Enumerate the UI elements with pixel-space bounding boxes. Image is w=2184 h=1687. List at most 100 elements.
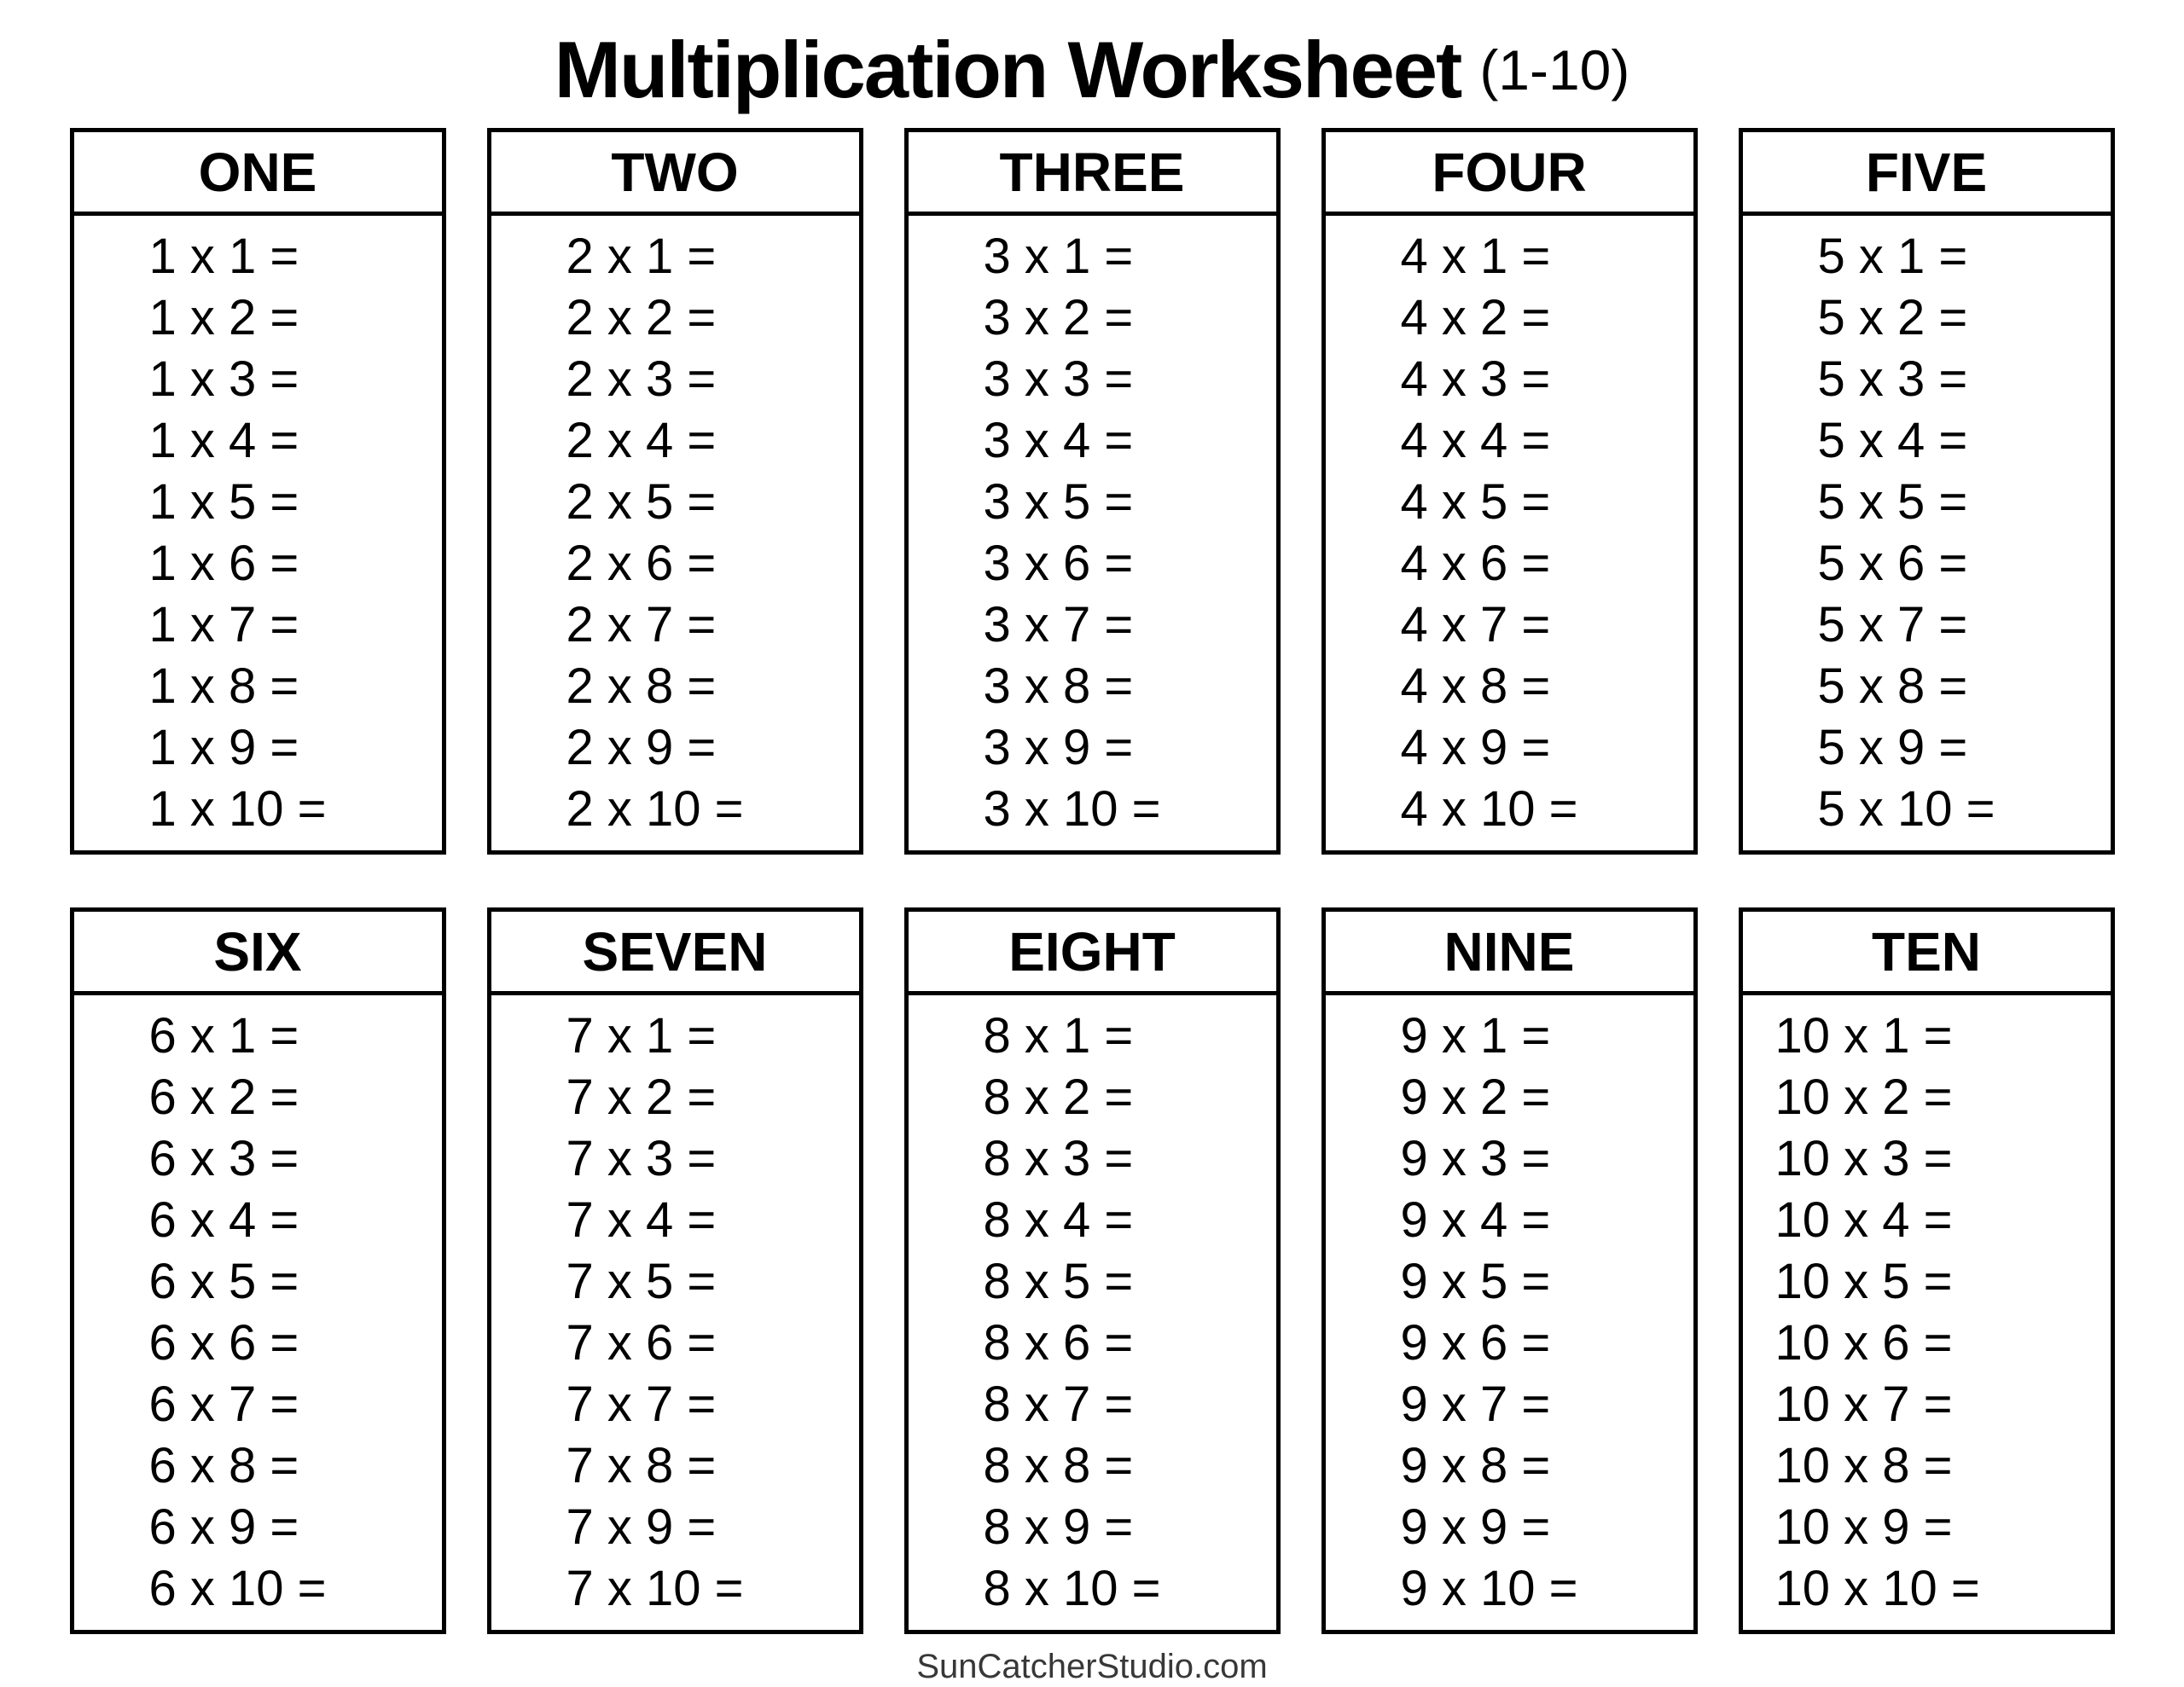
problem-row: 4 x 10 = bbox=[1400, 781, 1578, 837]
problem-row: 10 x 1 = bbox=[1774, 1008, 1953, 1064]
problem-row: 5 x 1 = bbox=[1817, 229, 1968, 284]
problem-row: 9 x 2 = bbox=[1400, 1070, 1551, 1125]
problem-row: 4 x 8 = bbox=[1400, 658, 1551, 714]
problem-row: 1 x 10 = bbox=[148, 781, 327, 837]
table-header-three: THREE bbox=[908, 132, 1276, 216]
table-box-nine: NINE 9 x 1 = 9 x 2 = 9 x 3 = 9 x 4 = 9 x 5 =… bbox=[1321, 907, 1698, 1634]
table-box-one: ONE 1 x 1 = 1 x 2 = 1 x 3 = 1 x 4 = 1 x 5 = 1… bbox=[69, 128, 446, 855]
problem-row: 5 x 2 = bbox=[1817, 290, 1968, 345]
problem-row: 8 x 5 = bbox=[983, 1254, 1134, 1309]
problem-row: 8 x 10 = bbox=[983, 1561, 1161, 1616]
problems-list-four: 4 x 1 = 4 x 2 = 4 x 3 = 4 x 4 = 4 x 5 = 4 x 6… bbox=[1326, 216, 1693, 850]
problem-row: 4 x 9 = bbox=[1400, 720, 1551, 775]
problem-row: 6 x 2 = bbox=[148, 1070, 299, 1125]
problem-row: 2 x 9 = bbox=[566, 720, 717, 775]
problem-row: 6 x 7 = bbox=[148, 1377, 299, 1432]
problem-row: 8 x 4 = bbox=[983, 1192, 1134, 1248]
problem-row: 1 x 1 = bbox=[148, 229, 299, 284]
table-box-ten: TEN 10 x 1 = 10 x 2 = 10 x 3 = 10 x 4 = 10 x… bbox=[1738, 907, 2115, 1634]
problem-row: 3 x 7 = bbox=[983, 597, 1134, 652]
problem-row: 4 x 1 = bbox=[1400, 229, 1551, 284]
table-header-eight: EIGHT bbox=[908, 912, 1276, 995]
table-box-seven: SEVEN 7 x 1 = 7 x 2 = 7 x 3 = 7 x 4 = 7 x 5 … bbox=[486, 907, 863, 1634]
problems-list-seven: 7 x 1 = 7 x 2 = 7 x 3 = 7 x 4 = 7 x 5 = 7 x 6… bbox=[491, 995, 859, 1630]
problems-list-ten: 10 x 1 = 10 x 2 = 10 x 3 = 10 x 4 = 10 x 5 =… bbox=[1743, 995, 2111, 1630]
table-box-four: FOUR 4 x 1 = 4 x 2 = 4 x 3 = 4 x 4 = 4 x 5 =… bbox=[1321, 128, 1698, 855]
tables-row-2: SIX 6 x 1 = 6 x 2 = 6 x 3 = 6 x 4 = 6 x 5 = 6… bbox=[0, 907, 2184, 1634]
footer-credit: SunCatcherStudio.com bbox=[916, 1648, 1268, 1685]
problem-row: 8 x 1 = bbox=[983, 1008, 1134, 1064]
problem-row: 1 x 6 = bbox=[148, 536, 299, 591]
problem-row: 2 x 5 = bbox=[566, 474, 717, 530]
problem-row: 2 x 8 = bbox=[566, 658, 717, 714]
page-title: Multiplication Worksheet (1-10) bbox=[0, 0, 2184, 128]
problem-row: 1 x 9 = bbox=[148, 720, 299, 775]
problem-row: 10 x 4 = bbox=[1774, 1192, 1953, 1248]
problem-row: 6 x 3 = bbox=[148, 1131, 299, 1186]
table-box-five: FIVE 5 x 1 = 5 x 2 = 5 x 3 = 5 x 4 = 5 x 5 =… bbox=[1738, 128, 2115, 855]
table-box-eight: EIGHT 8 x 1 = 8 x 2 = 8 x 3 = 8 x 4 = 8 x 5 … bbox=[903, 907, 1281, 1634]
problem-row: 9 x 9 = bbox=[1400, 1499, 1551, 1555]
problem-row: 3 x 6 = bbox=[983, 536, 1134, 591]
problem-row: 7 x 7 = bbox=[566, 1377, 717, 1432]
problem-row: 1 x 8 = bbox=[148, 658, 299, 714]
problem-row: 7 x 10 = bbox=[566, 1561, 744, 1616]
problem-row: 2 x 7 = bbox=[566, 597, 717, 652]
problem-row: 3 x 3 = bbox=[983, 351, 1134, 407]
table-header-four: FOUR bbox=[1325, 132, 1693, 216]
problem-row: 9 x 7 = bbox=[1400, 1377, 1551, 1432]
problems-list-three: 3 x 1 = 3 x 2 = 3 x 3 = 3 x 4 = 3 x 5 = 3 x 6… bbox=[909, 216, 1276, 850]
problem-row: 10 x 2 = bbox=[1774, 1070, 1953, 1125]
problem-row: 6 x 5 = bbox=[148, 1254, 299, 1309]
problem-row: 9 x 8 = bbox=[1400, 1438, 1551, 1493]
worksheet-title-range: (1-10) bbox=[1479, 38, 1630, 101]
problem-row: 5 x 10 = bbox=[1817, 781, 1995, 837]
problem-row: 5 x 4 = bbox=[1817, 413, 1968, 468]
problem-row: 9 x 10 = bbox=[1400, 1561, 1578, 1616]
problem-row: 9 x 3 = bbox=[1400, 1131, 1551, 1186]
table-header-ten: TEN bbox=[1742, 912, 2111, 995]
worksheet-title-text: Multiplication Worksheet bbox=[554, 25, 1463, 114]
tables-row-1: ONE 1 x 1 = 1 x 2 = 1 x 3 = 1 x 4 = 1 x 5 = 1… bbox=[0, 128, 2184, 855]
problems-list-one: 1 x 1 = 1 x 2 = 1 x 3 = 1 x 4 = 1 x 5 = 1 x 6… bbox=[74, 216, 442, 850]
problem-row: 1 x 5 = bbox=[148, 474, 299, 530]
problem-row: 3 x 8 = bbox=[983, 658, 1134, 714]
table-box-three: THREE 3 x 1 = 3 x 2 = 3 x 3 = 3 x 4 = 3 x 5 … bbox=[903, 128, 1281, 855]
problems-list-two: 2 x 1 = 2 x 2 = 2 x 3 = 2 x 4 = 2 x 5 = 2 x 6… bbox=[491, 216, 859, 850]
problem-row: 3 x 2 = bbox=[983, 290, 1134, 345]
problem-row: 6 x 8 = bbox=[148, 1438, 299, 1493]
problem-row: 7 x 1 = bbox=[566, 1008, 717, 1064]
problem-row: 6 x 9 = bbox=[148, 1499, 299, 1555]
problem-row: 8 x 9 = bbox=[983, 1499, 1134, 1555]
problem-row: 10 x 6 = bbox=[1774, 1315, 1953, 1371]
problem-row: 5 x 9 = bbox=[1817, 720, 1968, 775]
problem-row: 4 x 6 = bbox=[1400, 536, 1551, 591]
problems-list-nine: 9 x 1 = 9 x 2 = 9 x 3 = 9 x 4 = 9 x 5 = 9 x 6… bbox=[1326, 995, 1693, 1630]
problem-row: 6 x 10 = bbox=[148, 1561, 327, 1616]
table-header-nine: NINE bbox=[1325, 912, 1693, 995]
problem-row: 10 x 3 = bbox=[1774, 1131, 1953, 1186]
table-box-two: TWO 2 x 1 = 2 x 2 = 2 x 3 = 2 x 4 = 2 x 5 = 2… bbox=[486, 128, 863, 855]
problem-row: 2 x 10 = bbox=[566, 781, 744, 837]
table-box-six: SIX 6 x 1 = 6 x 2 = 6 x 3 = 6 x 4 = 6 x 5 = 6… bbox=[69, 907, 446, 1634]
problem-row: 10 x 8 = bbox=[1774, 1438, 1953, 1493]
problem-row: 8 x 2 = bbox=[983, 1070, 1134, 1125]
problem-row: 10 x 10 = bbox=[1774, 1561, 1980, 1616]
problem-row: 5 x 6 = bbox=[1817, 536, 1968, 591]
problem-row: 4 x 4 = bbox=[1400, 413, 1551, 468]
problem-row: 2 x 4 = bbox=[566, 413, 717, 468]
problems-list-eight: 8 x 1 = 8 x 2 = 8 x 3 = 8 x 4 = 8 x 5 = 8 x 6… bbox=[909, 995, 1276, 1630]
problem-row: 7 x 4 = bbox=[566, 1192, 717, 1248]
problem-row: 5 x 5 = bbox=[1817, 474, 1968, 530]
problem-row: 9 x 5 = bbox=[1400, 1254, 1551, 1309]
problem-row: 4 x 7 = bbox=[1400, 597, 1551, 652]
table-header-two: TWO bbox=[491, 132, 859, 216]
problem-row: 4 x 3 = bbox=[1400, 351, 1551, 407]
problem-row: 1 x 2 = bbox=[148, 290, 299, 345]
problem-row: 10 x 7 = bbox=[1774, 1377, 1953, 1432]
problem-row: 3 x 5 = bbox=[983, 474, 1134, 530]
problem-row: 3 x 9 = bbox=[983, 720, 1134, 775]
problem-row: 7 x 3 = bbox=[566, 1131, 717, 1186]
problem-row: 8 x 6 = bbox=[983, 1315, 1134, 1371]
problem-row: 6 x 6 = bbox=[148, 1315, 299, 1371]
